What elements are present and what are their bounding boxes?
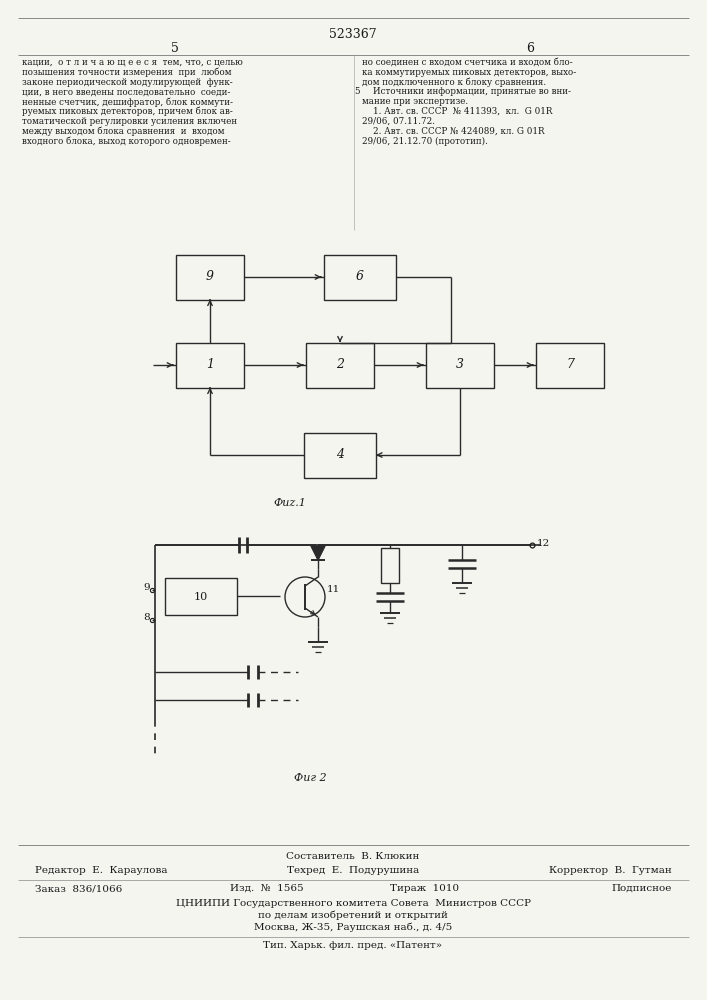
Text: Корректор  В.  Гутман: Корректор В. Гутман bbox=[549, 866, 672, 875]
Text: 9: 9 bbox=[206, 270, 214, 284]
Text: Фиг 2: Фиг 2 bbox=[293, 773, 327, 783]
Text: 2. Авт. св. СССР № 424089, кл. G 01R: 2. Авт. св. СССР № 424089, кл. G 01R bbox=[362, 127, 544, 136]
Text: 6: 6 bbox=[356, 270, 364, 284]
Text: кации,  о т л и ч а ю щ е е с я  тем, что, с целью: кации, о т л и ч а ю щ е е с я тем, что,… bbox=[22, 58, 243, 67]
Text: 10: 10 bbox=[194, 591, 208, 601]
Text: 4: 4 bbox=[336, 448, 344, 462]
Text: Тип. Харьк. фил. пред. «Патент»: Тип. Харьк. фил. пред. «Патент» bbox=[264, 941, 443, 950]
Text: дом подключенного к блоку сравнения.: дом подключенного к блоку сравнения. bbox=[362, 78, 546, 87]
Text: ненные счетчик, дешифратор, блок коммути-: ненные счетчик, дешифратор, блок коммути… bbox=[22, 97, 233, 107]
Text: ции, в него введены последовательно  соеди-: ции, в него введены последовательно соед… bbox=[22, 87, 230, 96]
Bar bbox=[324, 254, 396, 300]
Bar bbox=[381, 548, 399, 583]
Text: 1. Авт. св. СССР  № 411393,  кл.  G 01R: 1. Авт. св. СССР № 411393, кл. G 01R bbox=[362, 107, 552, 116]
Text: 8: 8 bbox=[144, 612, 150, 621]
Text: 29/06, 07.11.72.: 29/06, 07.11.72. bbox=[362, 117, 435, 126]
Bar bbox=[176, 254, 244, 300]
Text: Изд.  №  1565: Изд. № 1565 bbox=[230, 884, 303, 893]
Text: Заказ  836/1066: Заказ 836/1066 bbox=[35, 884, 122, 893]
Text: 1: 1 bbox=[206, 359, 214, 371]
Text: 6: 6 bbox=[526, 41, 534, 54]
Text: 5: 5 bbox=[171, 41, 179, 54]
Bar bbox=[426, 342, 494, 387]
Text: 29/06, 21.12.70 (прототип).: 29/06, 21.12.70 (прототип). bbox=[362, 136, 488, 146]
Bar bbox=[165, 578, 237, 615]
Text: руемых пиковых детекторов, причем блок ав-: руемых пиковых детекторов, причем блок а… bbox=[22, 107, 233, 116]
Bar bbox=[536, 342, 604, 387]
Text: ЦНИИПИ Государственного комитета Совета  Министров СССР: ЦНИИПИ Государственного комитета Совета … bbox=[175, 899, 530, 908]
Text: 11: 11 bbox=[327, 584, 340, 593]
Bar bbox=[306, 342, 374, 387]
Text: по делам изобретений и открытий: по делам изобретений и открытий bbox=[258, 911, 448, 920]
Text: Техред  Е.  Подурушина: Техред Е. Подурушина bbox=[287, 866, 419, 875]
Text: 523367: 523367 bbox=[329, 28, 377, 41]
Text: входного блока, выход которого одновремен-: входного блока, выход которого одновреме… bbox=[22, 136, 230, 146]
Text: Подписное: Подписное bbox=[612, 884, 672, 893]
Text: законе периодической модулирующей  функ-: законе периодической модулирующей функ- bbox=[22, 78, 233, 87]
Text: 2: 2 bbox=[336, 359, 344, 371]
Text: 7: 7 bbox=[566, 359, 574, 371]
Text: 9: 9 bbox=[144, 582, 150, 591]
Text: Москва, Ж-35, Раушская наб., д. 4/5: Москва, Ж-35, Раушская наб., д. 4/5 bbox=[254, 923, 452, 932]
Text: между выходом блока сравнения  и  входом: между выходом блока сравнения и входом bbox=[22, 127, 225, 136]
Polygon shape bbox=[311, 546, 325, 560]
Text: позышения точности измерения  при  любом: позышения точности измерения при любом bbox=[22, 68, 231, 77]
Bar bbox=[176, 342, 244, 387]
Bar bbox=[304, 432, 376, 478]
Text: 12: 12 bbox=[537, 538, 550, 548]
Text: Редактор  Е.  Караулова: Редактор Е. Караулова bbox=[35, 866, 168, 875]
Text: Источники информации, принятые во вни-: Источники информации, принятые во вни- bbox=[362, 87, 571, 96]
Text: ка коммутируемых пиковых детекторов, выхо-: ка коммутируемых пиковых детекторов, вых… bbox=[362, 68, 576, 77]
Text: Составитель  В. Клюкин: Составитель В. Клюкин bbox=[286, 852, 420, 861]
Text: 3: 3 bbox=[456, 359, 464, 371]
Text: мание при экспертизе.: мание при экспертизе. bbox=[362, 97, 468, 106]
Text: Фиz.1: Фиz.1 bbox=[274, 498, 306, 508]
Text: 5: 5 bbox=[354, 87, 359, 96]
Text: но соединен с входом счетчика и входом бло-: но соединен с входом счетчика и входом б… bbox=[362, 58, 573, 67]
Text: Тираж  1010: Тираж 1010 bbox=[390, 884, 459, 893]
Text: томатической регулировки усиления включен: томатической регулировки усиления включе… bbox=[22, 117, 237, 126]
